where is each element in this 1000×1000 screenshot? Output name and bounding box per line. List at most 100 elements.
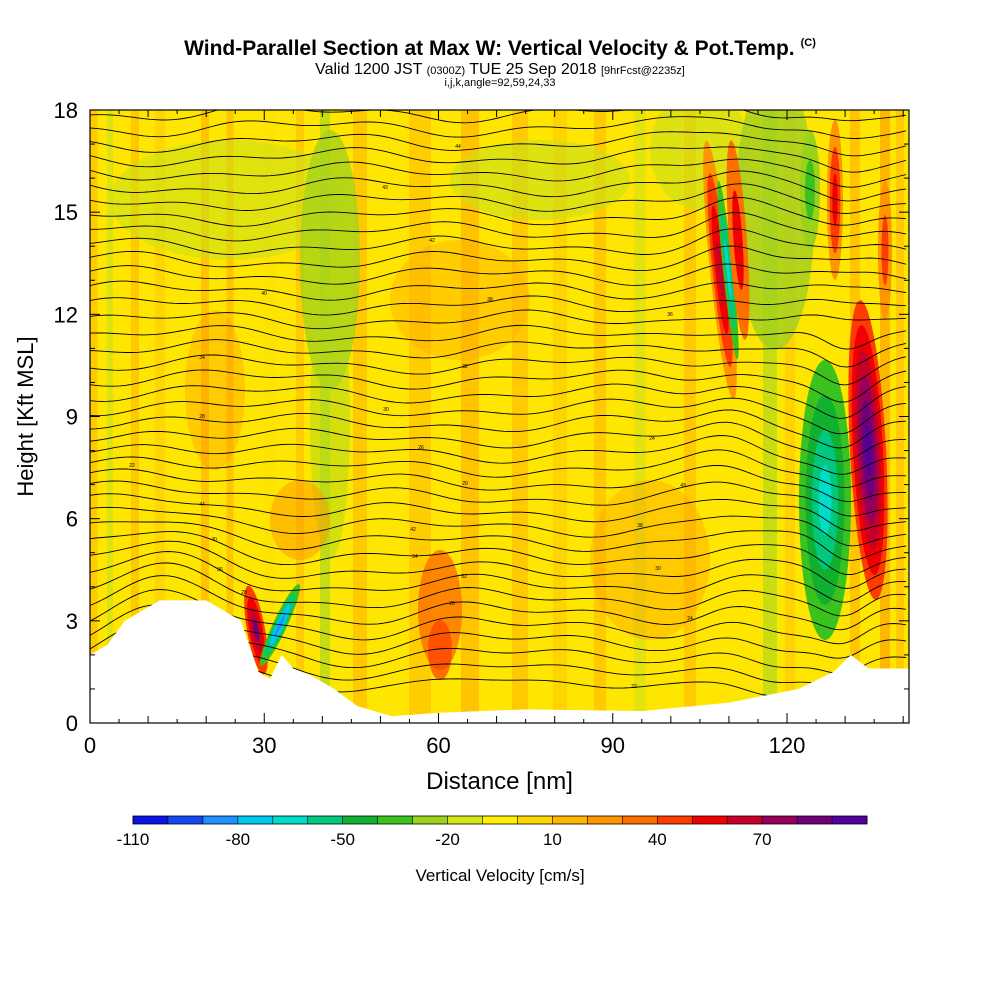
terrain <box>90 600 909 723</box>
colorbar-label: Vertical Velocity [cm/s] <box>415 866 584 885</box>
colorbar-swatch <box>797 816 833 824</box>
isentrope-line <box>90 228 907 255</box>
colorbar-swatch <box>307 816 344 824</box>
field-band <box>512 110 528 723</box>
downdraft-plume <box>717 180 739 360</box>
isentrope-label: 38 <box>487 297 493 303</box>
isentrope-label: 20 <box>462 481 468 487</box>
isentrope-line <box>90 435 907 475</box>
colorbar-tick-label: -50 <box>330 830 355 849</box>
colorbar-swatch <box>272 816 309 824</box>
y-axis-label: Height [Kft MSL] <box>13 336 38 496</box>
isentrope-line <box>90 245 907 272</box>
isentrope-label: 42 <box>410 527 416 533</box>
colorbar-swatch <box>692 816 728 824</box>
colorbar-swatch <box>657 816 693 824</box>
isentrope-line <box>90 158 907 188</box>
isentrope-label: 44 <box>199 502 205 508</box>
isentrope-label: 32 <box>461 574 467 580</box>
x-tick-label: 0 <box>84 733 96 758</box>
colorbar-swatch <box>342 816 379 824</box>
colorbar: -110 -80 -50 -20 10 40 70 Vertical Velocity [cm… <box>117 815 868 885</box>
field-blob <box>185 310 245 470</box>
isentrope-line <box>90 116 907 139</box>
colorbar-swatch <box>832 816 868 824</box>
isentrope-label: 30 <box>383 407 389 413</box>
isentrope-label: 28 <box>241 590 247 596</box>
isentrope-line <box>90 383 907 419</box>
isentrope-line <box>90 531 907 575</box>
field-band <box>155 110 165 723</box>
colorbar-swatch <box>167 816 204 824</box>
x-tick-label: 60 <box>426 733 450 758</box>
colorbar-swatch <box>552 816 588 824</box>
isentrope-line <box>90 409 907 449</box>
field-band <box>594 110 606 723</box>
isentrope-line <box>90 146 907 173</box>
isentropes: 44 43 42 40 38 36 34 32 30 28 26 24 22 20 44 43 42 40 38 36… <box>90 110 907 708</box>
isentrope-label: 43 <box>680 483 686 489</box>
colorbar-swatch <box>762 816 798 824</box>
isentrope-label: 26 <box>418 445 424 451</box>
isentrope-line <box>90 309 907 330</box>
updraft-plume <box>726 140 750 340</box>
isentrope-label: 36 <box>667 312 673 318</box>
updraft-plume <box>878 180 892 320</box>
isentrope-label: 24 <box>687 616 693 622</box>
colorbar-tick-label: -20 <box>435 830 460 849</box>
isentrope-line <box>90 521 907 561</box>
y-tick-label: 9 <box>66 405 78 430</box>
field-band <box>265 110 275 723</box>
field-band <box>107 110 113 723</box>
colorbar-tick-label: 10 <box>543 830 562 849</box>
y-tick-label: 6 <box>66 507 78 532</box>
isentrope-line <box>90 170 907 202</box>
field-band <box>553 110 567 723</box>
x-tick-label: 30 <box>252 733 276 758</box>
colorbar-tick-label: 40 <box>648 830 667 849</box>
field-band <box>201 110 209 723</box>
colorbar-swatch <box>377 816 414 824</box>
field-blob <box>650 110 750 210</box>
isentrope-line <box>90 575 907 631</box>
isentrope-line <box>90 110 907 124</box>
x-tick-label: 120 <box>769 733 806 758</box>
axis-ticks <box>89 109 909 724</box>
isentrope-label: 44 <box>455 144 461 150</box>
isentrope-line <box>90 339 907 368</box>
isentrope-label: 38 <box>637 523 643 529</box>
colorbar-tick-label: -110 <box>117 830 150 849</box>
copyright-mark: (C) <box>800 37 816 49</box>
isentrope-line <box>90 197 907 227</box>
colorbar-swatch <box>447 816 484 824</box>
isentrope-line <box>90 369 907 403</box>
isentrope-line <box>90 562 907 617</box>
colorbar-frame <box>132 815 868 825</box>
field-band <box>634 110 646 723</box>
isentrope-line <box>90 397 907 435</box>
colorbar-swatch <box>237 816 274 824</box>
y-tick-label: 3 <box>66 609 78 634</box>
colorbar-tick-label: -80 <box>226 830 251 849</box>
isentrope-line <box>90 295 907 316</box>
field-blob <box>390 240 530 360</box>
field-band <box>684 110 696 723</box>
field-blob <box>110 140 350 260</box>
x-axis-label: Distance [nm] <box>426 768 573 795</box>
isentrope-label: 36 <box>217 567 223 573</box>
isentrope-label: 42 <box>429 238 435 244</box>
isentrope-label: 22 <box>129 463 135 469</box>
y-tick-label: 18 <box>54 98 78 123</box>
colorbar-tick-label: 70 <box>753 830 772 849</box>
updraft-plume <box>827 120 843 280</box>
isentrope-line <box>90 280 907 301</box>
isentrope-line <box>90 480 907 517</box>
field-band <box>461 110 479 723</box>
isentrope-line <box>90 131 907 157</box>
colorbar-swatch <box>412 816 449 824</box>
isentrope-label: 24 <box>649 436 655 442</box>
field-blob <box>270 480 330 560</box>
field-band <box>880 110 890 723</box>
isentrope-line <box>90 263 907 286</box>
